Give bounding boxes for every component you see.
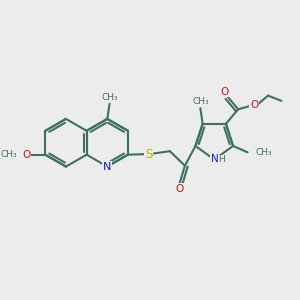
Text: O: O xyxy=(22,150,31,160)
Text: N: N xyxy=(103,162,112,172)
Text: H: H xyxy=(218,155,225,164)
Text: CH₃: CH₃ xyxy=(192,97,208,106)
Text: CH₃: CH₃ xyxy=(102,93,119,102)
Text: CH₃: CH₃ xyxy=(1,150,18,159)
Text: O: O xyxy=(176,184,184,194)
Text: CH₃: CH₃ xyxy=(256,148,272,157)
Text: S: S xyxy=(145,148,152,160)
Text: N: N xyxy=(211,154,218,164)
Text: O: O xyxy=(220,87,229,97)
Text: O: O xyxy=(250,100,258,110)
